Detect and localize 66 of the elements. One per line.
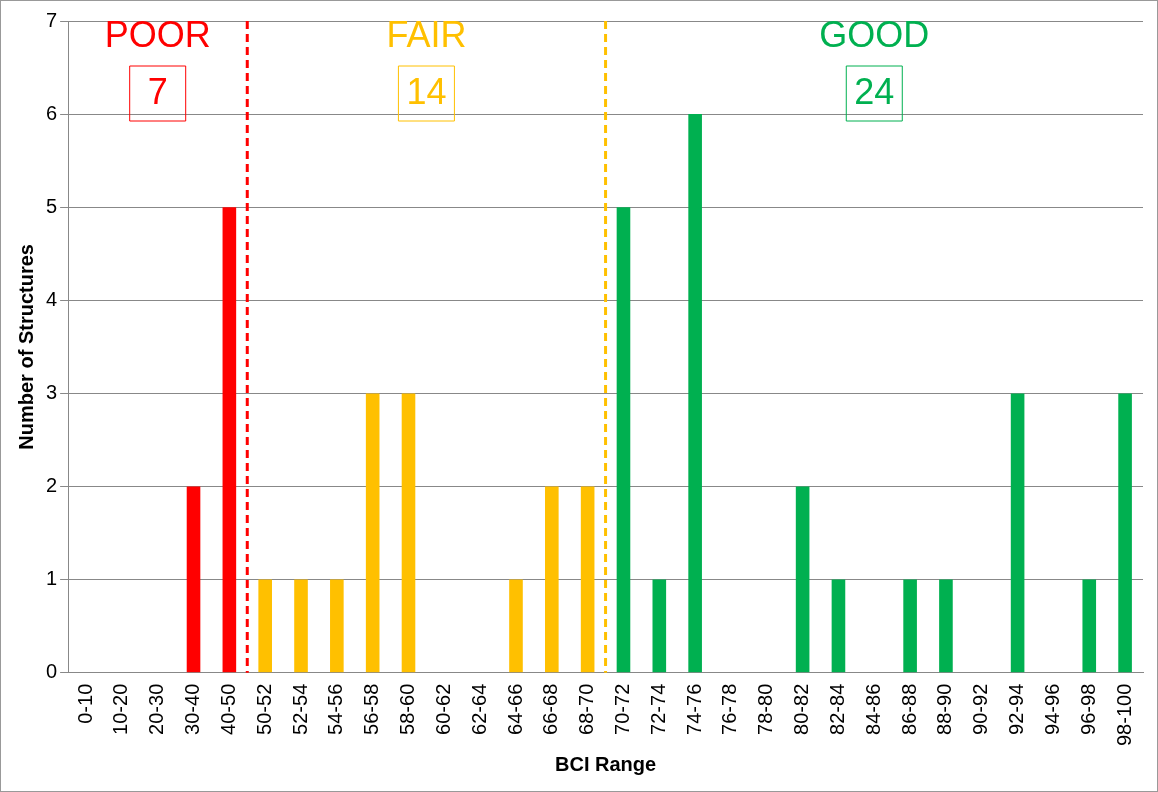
y-tick-label: 3 (46, 380, 58, 403)
x-tick-label: 80-82 (790, 683, 813, 735)
x-tick-label: 40-50 (216, 683, 239, 735)
annotation: POOR (104, 13, 211, 55)
x-tick-label: 82-84 (825, 683, 848, 735)
x-tick-label: 50-52 (252, 683, 275, 735)
x-tick-label: 58-60 (396, 683, 419, 735)
x-tick-label: 88-90 (933, 683, 956, 735)
x-tick-label: 72-74 (646, 683, 669, 735)
y-tick-label: 2 (46, 474, 58, 497)
bar (795, 486, 810, 673)
bar (831, 579, 846, 673)
x-tick-label: 84-86 (861, 683, 884, 735)
x-tick-label: 56-58 (360, 683, 383, 735)
x-tick-label: 60-62 (431, 683, 454, 735)
x-tick-label: 74-76 (682, 683, 705, 735)
x-tick-label: 86-88 (897, 683, 920, 735)
bar (580, 486, 595, 673)
annotation: GOOD (819, 13, 930, 55)
x-tick-label: 30-40 (181, 683, 204, 735)
bar (401, 393, 416, 673)
bar (1010, 393, 1025, 673)
y-tick-label: 4 (46, 287, 58, 310)
bar (545, 486, 559, 673)
x-tick-label: 94-96 (1040, 683, 1063, 735)
annotation: 14 (406, 70, 447, 112)
x-tick-label: 64-66 (503, 683, 526, 735)
bar (365, 393, 380, 673)
y-tick-label: 1 (46, 567, 58, 590)
x-tick-label: 96-98 (1076, 683, 1099, 735)
annotation: FAIR (386, 13, 467, 55)
bar (509, 579, 523, 673)
x-tick-label: 66-68 (539, 683, 562, 735)
x-tick-label: 76-78 (718, 683, 741, 735)
x-tick-label: 70-72 (610, 683, 633, 735)
annotation: 7 (147, 70, 168, 112)
x-tick-label: 20-30 (145, 683, 168, 735)
x-tick-label: 78-80 (754, 683, 777, 735)
annotation: 24 (854, 70, 895, 112)
y-tick-label: 7 (46, 8, 58, 31)
y-tick-label: 0 (46, 660, 58, 683)
x-tick-label: 54-56 (324, 683, 347, 735)
x-tick-label: 10-20 (109, 683, 132, 735)
y-tick-label: 5 (46, 194, 58, 217)
bar (939, 579, 953, 673)
bar (616, 207, 631, 673)
x-tick-label: 92-94 (1005, 683, 1028, 735)
y-axis-title: Number of Structures (14, 244, 37, 450)
bar (903, 579, 917, 673)
x-tick-label: 98-100 (1112, 683, 1135, 747)
x-tick-label: 62-64 (467, 683, 490, 735)
bar (1118, 393, 1132, 673)
bar (652, 579, 667, 673)
bar (294, 579, 308, 673)
bar (186, 486, 201, 673)
bar (688, 114, 702, 673)
bar (258, 579, 272, 673)
bar (222, 207, 237, 673)
x-tick-label: 0-10 (73, 683, 96, 724)
x-axis-title: BCI Range (555, 752, 657, 775)
bar (330, 579, 344, 673)
y-tick-label: 6 (46, 101, 58, 124)
x-tick-label: 52-54 (288, 683, 311, 735)
x-tick-label: 68-70 (575, 683, 598, 735)
bar (1082, 579, 1097, 673)
x-tick-label: 90-92 (969, 683, 992, 735)
